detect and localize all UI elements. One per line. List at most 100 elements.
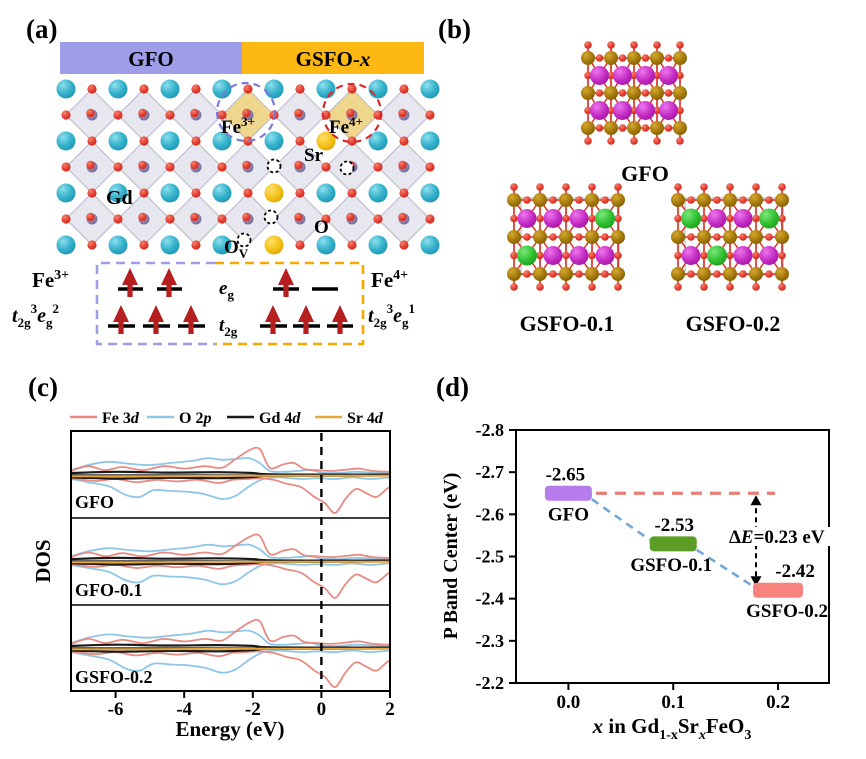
gfo-phase-label: GFO (128, 47, 174, 71)
o-atom (139, 240, 149, 250)
o-atom (243, 188, 253, 198)
fe-atom (775, 230, 789, 244)
structure-gfo (581, 41, 687, 145)
o-atom (630, 41, 638, 49)
fe-atom (650, 121, 664, 135)
sr-atom (264, 235, 284, 255)
o-atom (700, 214, 708, 223)
dos-x-axis-ticks: -6 -4 -2 0 2 (108, 691, 395, 720)
fe-atom (627, 51, 641, 65)
o-atom (523, 196, 531, 204)
fe-atom (611, 193, 625, 207)
gd-atom (420, 79, 440, 99)
gd-atom (368, 131, 388, 151)
o-atom (217, 214, 227, 224)
band-center-value-label: -2.42 (775, 561, 815, 582)
o-atom (347, 84, 357, 94)
gd-atom (590, 101, 609, 120)
trend-dashed-line (696, 548, 754, 588)
sr-atom (681, 208, 701, 229)
gd-atom (160, 183, 180, 203)
o-atom (165, 162, 175, 172)
o-atom (87, 240, 97, 250)
band-center-y-axis-title: P Band Center (eV) (440, 473, 462, 640)
o-atom (523, 233, 531, 241)
x-tick-label: 0.2 (766, 692, 790, 713)
o-atom (61, 214, 71, 224)
o-atom (510, 251, 518, 260)
fe-atom (650, 51, 664, 65)
dos-curve-o2p_up (72, 457, 389, 474)
gd-atom (636, 66, 655, 85)
legend-label-fe3d: Fe 3d (102, 410, 140, 427)
eg-level-label: eg (219, 278, 234, 302)
o-atom (595, 54, 604, 62)
o-atom (536, 183, 544, 191)
sr-atom-label: Sr (304, 145, 324, 166)
o-atom (595, 89, 604, 97)
o-atom (664, 124, 673, 132)
dos-y-axis-title: DOS (31, 539, 55, 582)
gd-atom (420, 183, 440, 203)
gd-atom (759, 246, 779, 265)
fe-atom (723, 230, 737, 244)
struct-label-gsfo01: GSFO-0.1 (520, 311, 615, 336)
o-atom (674, 183, 682, 191)
gd-atom (659, 101, 678, 120)
gd-atom (420, 131, 440, 151)
o-atom (346, 212, 355, 222)
gd-atom (590, 66, 609, 85)
o-atom (138, 212, 147, 222)
legend-label-sr4d: Sr 4d (347, 410, 384, 427)
gd-atom (212, 131, 232, 151)
o-atom (321, 162, 331, 172)
dos-curves (72, 446, 389, 688)
x-tick-label: -4 (176, 699, 192, 720)
dos-plot-frame (70, 430, 391, 692)
gd-atom (160, 79, 180, 99)
o-atom (588, 283, 596, 291)
o-atom (765, 270, 773, 278)
fe-atom (533, 230, 547, 244)
fe-atom (671, 193, 685, 207)
o-atom (588, 214, 596, 223)
o-atom (398, 108, 407, 118)
gd-atom (681, 246, 701, 265)
fe-atom (627, 121, 641, 135)
o-atom (607, 106, 615, 115)
struct-label-gsfo02: GSFO-0.2 (686, 311, 781, 336)
o-atom (191, 240, 201, 250)
fe-atom (673, 51, 687, 65)
y-tick-label: -2.7 (476, 462, 505, 482)
gd-atom (595, 246, 615, 265)
gfo-phase-bar (60, 42, 242, 74)
x-tick-label: -2 (245, 699, 261, 720)
oxygen-vacancy-marker (339, 160, 355, 176)
o-atom (687, 196, 695, 204)
o-atom (425, 162, 435, 172)
gd-atom (733, 246, 753, 265)
o-atom (346, 108, 355, 118)
o-atom (87, 188, 97, 198)
o-atom (86, 160, 95, 170)
o-atom (584, 41, 592, 49)
fe4-config-ion: Fe4+ (371, 268, 408, 292)
band-center-name-label: GFO (548, 504, 589, 525)
gd-atom (368, 79, 388, 99)
legend-label-gd4d: Gd 4d (259, 410, 301, 427)
fe-atom (507, 267, 521, 281)
gd-atom (420, 235, 440, 255)
o-atom (726, 251, 734, 260)
o-atom (676, 137, 684, 145)
o-atom (607, 41, 615, 49)
o-atom (674, 251, 682, 260)
fe-atom (697, 267, 711, 281)
gd-atom (212, 79, 232, 99)
o-atom (700, 251, 708, 260)
dos-curve-fe3d_up (72, 533, 389, 559)
dos-legend: Fe 3d O 2p Gd 4d Sr 4d (70, 410, 384, 427)
gd-atom (636, 101, 655, 120)
y-tick-label: -2.8 (476, 420, 505, 440)
dos-curve-o2p_dn (72, 649, 389, 674)
structure-gsfo-0-2 (671, 183, 789, 291)
